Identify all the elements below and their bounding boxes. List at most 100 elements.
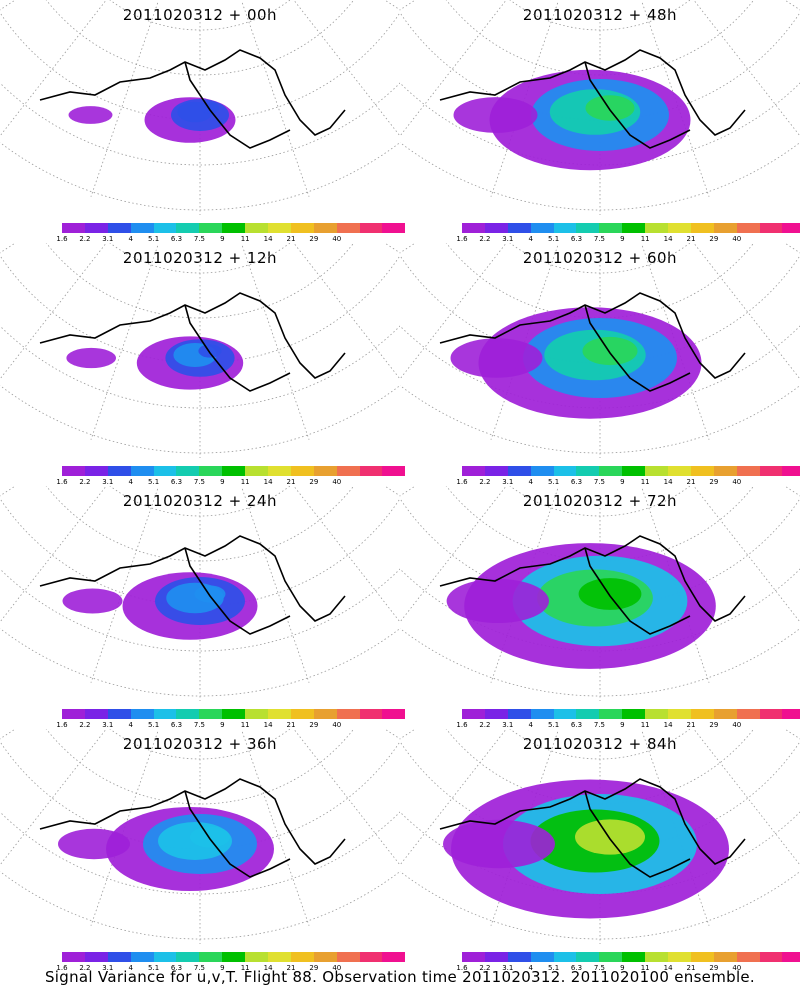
- colorbar: [462, 223, 800, 233]
- colorbar-swatch: [199, 709, 223, 719]
- colorbar-swatch: [599, 223, 623, 233]
- colorbar-swatch: [622, 223, 646, 233]
- colorbar-tick-label: 11: [640, 964, 650, 972]
- colorbar-swatch: [245, 223, 269, 233]
- colorbar-tick-label: 2.2: [79, 235, 91, 243]
- colorbar-tick-label: 7.5: [593, 721, 605, 729]
- colorbar-swatch: [690, 466, 714, 476]
- colorbar-swatch: [359, 709, 383, 719]
- colorbar-tick-label: 2.2: [79, 478, 91, 486]
- colorbar-swatch: [84, 466, 108, 476]
- colorbar-tick-label: 11: [240, 964, 250, 972]
- colorbar-tick-label: 29: [309, 721, 319, 729]
- colorbar-swatch: [153, 709, 177, 719]
- colorbar-tick-label: 14: [663, 964, 673, 972]
- colorbar-swatch: [199, 466, 223, 476]
- colorbar-tick-label: 1.6: [56, 964, 68, 972]
- colorbar-tick-label: 9: [220, 964, 225, 972]
- coastline: [439, 49, 746, 149]
- colorbar-swatch: [530, 223, 554, 233]
- colorbar-tick-label: 11: [240, 721, 250, 729]
- map-sector: [400, 486, 800, 701]
- colorbar: [462, 952, 800, 962]
- colorbar-tick-label: 6.3: [570, 235, 583, 243]
- colorbar-tick-label: 9: [220, 478, 225, 486]
- colorbar-swatch: [736, 952, 760, 962]
- meridian-line: [293, 0, 400, 137]
- parallel-line: [400, 141, 800, 211]
- variance-contour: [453, 97, 538, 133]
- colorbar-tick-label: 40: [332, 721, 342, 729]
- parallel-line: [445, 0, 755, 76]
- meridian-line: [90, 2, 159, 197]
- colorbar-tick-label: 5.1: [548, 721, 560, 729]
- colorbar-tick-label: 11: [640, 721, 650, 729]
- colorbar-tick-label: 4: [128, 478, 133, 486]
- colorbar-tick-label: 21: [686, 721, 696, 729]
- colorbar-swatch: [622, 952, 646, 962]
- colorbar-tick-label: 29: [309, 964, 319, 972]
- colorbar-tick-label: 29: [309, 478, 319, 486]
- colorbar-swatch: [359, 466, 383, 476]
- colorbar-swatch: [153, 466, 177, 476]
- colorbar-tick-label: 7.5: [193, 235, 205, 243]
- colorbar-tick-label: 5.1: [148, 235, 160, 243]
- meridian-line: [293, 243, 400, 380]
- colorbar-swatch: [645, 466, 669, 476]
- colorbar-tick-label: 5.1: [148, 721, 160, 729]
- parallel-line: [0, 82, 400, 166]
- colorbar-swatch: [313, 223, 337, 233]
- map-sector: [0, 243, 400, 458]
- colorbar-swatch: [62, 223, 85, 233]
- colorbar-tick-label: 6.3: [170, 235, 183, 243]
- parallel-line: [445, 729, 755, 805]
- map-sector: [0, 486, 400, 701]
- colorbar-swatch: [176, 466, 200, 476]
- variance-contour: [194, 585, 226, 603]
- colorbar-tick-label: 3.1: [502, 478, 514, 486]
- colorbar-tick-label: 2.2: [479, 964, 491, 972]
- colorbar-swatch: [359, 952, 383, 962]
- colorbar-swatch: [268, 223, 291, 233]
- colorbar-swatch: [759, 709, 783, 719]
- map-panel: 2011020312 + 12h 1.6 2.2 3.1 4 5.1 6.3 7.5 9 11 14…: [0, 243, 406, 493]
- colorbar-tick-label: 7.5: [593, 964, 605, 972]
- colorbar-swatch: [268, 952, 291, 962]
- colorbar-tick-label: 29: [309, 235, 319, 243]
- variance-contour: [578, 578, 642, 610]
- colorbar-swatch: [313, 709, 337, 719]
- colorbar-swatch: [530, 466, 554, 476]
- parallel-line: [0, 870, 400, 940]
- colorbar-swatch: [484, 223, 508, 233]
- meridian-line: [784, 486, 800, 497]
- colorbar-swatch: [576, 952, 600, 962]
- colorbar-swatch: [222, 466, 246, 476]
- colorbar-swatch: [713, 709, 737, 719]
- colorbar-swatch: [382, 709, 406, 719]
- map-panel: 2011020312 + 60h 1.6 2.2 3.1 4 5.1 6.3 7.5 9 11 14…: [400, 243, 800, 493]
- colorbar-swatch: [530, 709, 554, 719]
- coastline: [39, 778, 346, 878]
- colorbar-swatch: [107, 952, 131, 962]
- colorbar-swatch: [713, 952, 737, 962]
- colorbar-tick-label: 9: [620, 964, 625, 972]
- colorbar-swatch: [736, 466, 760, 476]
- map-panel: 2011020312 + 84h 1.6 2.2 3.1 4 5.1 6.3 7.5 9 11 14…: [400, 729, 800, 979]
- colorbar-labels: 1.6 2.2 3.1 4 5.1 6.3 7.5 9 11 14 21 29 40: [452, 964, 772, 974]
- colorbar-swatch: [759, 223, 783, 233]
- colorbar-swatch: [484, 952, 508, 962]
- meridian-line: [241, 245, 310, 440]
- colorbar-tick-label: 11: [640, 235, 650, 243]
- colorbar-tick-label: 29: [709, 478, 719, 486]
- colorbar-swatch: [462, 952, 485, 962]
- colorbar-tick-label: 40: [732, 478, 742, 486]
- colorbar-swatch: [530, 952, 554, 962]
- colorbar-swatch: [668, 223, 691, 233]
- colorbar-swatch: [130, 223, 154, 233]
- meridian-line: [784, 243, 800, 254]
- colorbar-swatch: [84, 223, 108, 233]
- map-sector: [400, 243, 800, 458]
- colorbar-tick-label: 2.2: [79, 721, 91, 729]
- colorbar-tick-label: 3.1: [102, 721, 114, 729]
- colorbar-tick-label: 4: [128, 964, 133, 972]
